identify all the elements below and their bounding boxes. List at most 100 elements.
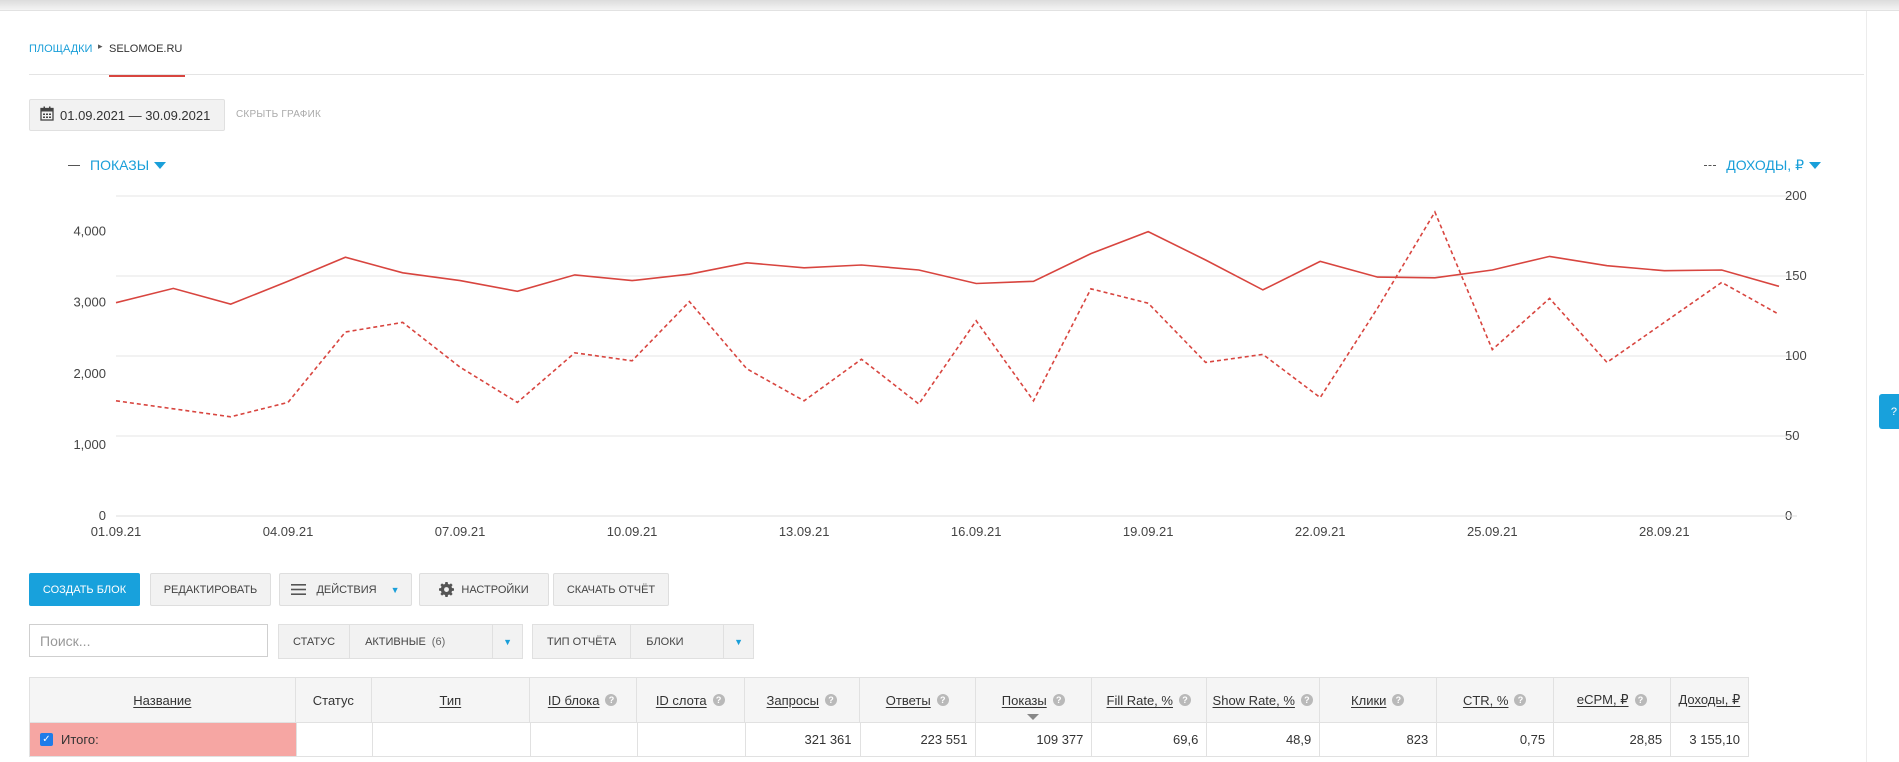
status-filter-label: СТАТУС (279, 625, 351, 658)
breadcrumb-current-site[interactable]: SELOMOE.RU (109, 43, 186, 77)
total-block-id-cell (531, 723, 638, 756)
revenue-series-line (115, 210, 1780, 418)
help-side-tab[interactable]: ? (1879, 394, 1899, 429)
breadcrumb-sites-link[interactable]: ПЛОЩАДКИ (29, 43, 93, 55)
help-icon[interactable]: ? (1634, 694, 1647, 706)
status-filter-value: АКТИВНЫЕ (6) (350, 625, 492, 658)
help-icon[interactable]: ? (1052, 694, 1065, 706)
column-header-responses[interactable]: Ответы? (860, 678, 976, 722)
report-type-value: БЛОКИ (646, 635, 684, 648)
x-tick-label: 28.09.21 (1639, 524, 1690, 539)
column-header-block-id[interactable]: ID блока? (530, 678, 637, 722)
left-metric-label: ПОКАЗЫ (90, 157, 150, 173)
total-type-cell (373, 723, 531, 756)
date-range-label: 01.09.2021 — 30.09.2021 (60, 107, 211, 123)
column-header-slot-id[interactable]: ID слота? (637, 678, 745, 722)
help-icon[interactable]: ? (605, 694, 618, 706)
help-icon[interactable]: ? (1178, 694, 1191, 706)
total-clicks-cell: 823 (1320, 723, 1438, 756)
calendar-icon (40, 106, 54, 124)
date-range-picker[interactable]: 01.09.2021 — 30.09.2021 (29, 99, 225, 131)
column-name-label: Название (133, 692, 192, 708)
browser-top-strip (0, 0, 1899, 11)
column-revenue-label: Доходы, ₽ (1678, 692, 1741, 707)
column-header-show-rate[interactable]: Show Rate, %? (1207, 678, 1320, 722)
column-status-label: Статус (312, 692, 354, 708)
create-block-button[interactable]: СОЗДАТЬ БЛОК (29, 573, 140, 606)
x-tick-label: 07.09.21 (435, 524, 486, 539)
search-placeholder: Поиск... (40, 632, 91, 649)
right-metric-selector[interactable]: ДОХОДЫ, ₽ (1704, 157, 1821, 174)
column-header-name[interactable]: Название (30, 678, 296, 722)
help-icon[interactable]: ? (936, 694, 949, 706)
column-header-impressions[interactable]: Показы? (976, 678, 1092, 722)
breadcrumb-separator-icon: ▸ (98, 41, 103, 51)
y-left-tick-label: 3,000 (73, 295, 106, 310)
column-header-type[interactable]: Тип (372, 678, 530, 722)
solid-line-legend-icon (68, 164, 80, 166)
edit-label: РЕДАКТИРОВАТЬ (163, 583, 258, 596)
help-icon[interactable]: ? (1514, 694, 1527, 706)
total-responses-cell: 223 551 (861, 723, 977, 756)
x-tick-label: 22.09.21 (1295, 524, 1346, 539)
column-type-label: Тип (439, 692, 462, 708)
y-left-tick-label: 4,000 (73, 224, 106, 239)
column-ctr-label: CTR, % (1462, 692, 1509, 708)
download-report-button[interactable]: СКАЧАТЬ ОТЧЁТ (553, 573, 669, 606)
x-tick-label: 04.09.21 (263, 524, 314, 539)
column-clicks-label: Клики (1351, 692, 1387, 708)
total-impressions-cell: 109 377 (976, 723, 1093, 756)
column-requests-label: Запросы (766, 692, 819, 708)
total-slot-id-cell (638, 723, 746, 756)
column-header-ctr[interactable]: CTR, %? (1437, 678, 1554, 722)
gear-icon (439, 582, 455, 597)
total-ctr-cell: 0,75 (1437, 723, 1555, 756)
impressions-series-line (115, 230, 1780, 305)
y-right-tick-label: 150 (1785, 268, 1807, 283)
report-type-label: ТИП ОТЧЁТА (533, 625, 632, 658)
breadcrumb-divider (29, 74, 1864, 75)
column-ecpm-label: eCPM, ₽ (1576, 692, 1629, 707)
y-left-tick-label: 0 (99, 508, 106, 523)
total-fill-rate-cell: 69,6 (1092, 723, 1208, 756)
y-right-tick-label: 100 (1785, 348, 1807, 363)
help-icon[interactable]: ? (824, 694, 837, 706)
total-status-cell (297, 723, 373, 756)
actions-dropdown[interactable]: ДЕЙСТВИЯ ▼ (279, 573, 412, 606)
status-filter[interactable]: СТАТУС АКТИВНЫЕ (6) ▼ (278, 624, 523, 659)
x-tick-label: 10.09.21 (607, 524, 658, 539)
help-icon[interactable]: ? (1300, 694, 1313, 706)
stats-line-chart: 05010015020001,0002,0003,0004,00001.09.2… (73, 188, 1807, 539)
caret-down-icon (1809, 162, 1821, 169)
caret-down-icon: ▼ (390, 584, 400, 595)
column-header-clicks[interactable]: Клики? (1320, 678, 1437, 722)
help-icon[interactable]: ? (1392, 694, 1405, 706)
edit-button[interactable]: РЕДАКТИРОВАТЬ (150, 573, 271, 606)
create-block-label: СОЗДАТЬ БЛОК (42, 583, 127, 596)
total-name-cell: ✓ Итого: (30, 723, 297, 756)
column-header-revenue[interactable]: Доходы, ₽ (1671, 678, 1748, 722)
x-tick-label: 01.09.21 (91, 524, 142, 539)
hide-chart-link[interactable]: СКРЫТЬ ГРАФИК (236, 109, 321, 120)
total-revenue-cell: 3 155,10 (1671, 723, 1750, 756)
column-header-requests[interactable]: Запросы? (745, 678, 860, 722)
search-input[interactable]: Поиск... (29, 624, 268, 657)
column-header-ecpm[interactable]: eCPM, ₽? (1554, 678, 1671, 722)
total-label: Итого: (61, 732, 99, 747)
content-panel (0, 11, 1867, 762)
caret-down-icon: ▼ (492, 625, 522, 658)
settings-label: НАСТРОЙКИ (461, 583, 529, 596)
y-right-tick-label: 200 (1785, 188, 1807, 203)
y-left-tick-label: 1,000 (73, 437, 106, 452)
x-tick-label: 25.09.21 (1467, 524, 1518, 539)
report-type-filter[interactable]: ТИП ОТЧЁТА БЛОКИ ▼ (532, 624, 754, 659)
column-header-fill-rate[interactable]: Fill Rate, %? (1092, 678, 1207, 722)
total-show-rate-cell: 48,9 (1207, 723, 1321, 756)
left-metric-selector[interactable]: ПОКАЗЫ (68, 157, 167, 173)
total-requests-cell: 321 361 (746, 723, 861, 756)
checkbox-checked-icon[interactable]: ✓ (40, 733, 53, 746)
help-icon[interactable]: ? (712, 694, 725, 706)
y-right-tick-label: 50 (1785, 428, 1799, 443)
actions-label: ДЕЙСТВИЯ (316, 583, 377, 596)
settings-button[interactable]: НАСТРОЙКИ (419, 573, 549, 606)
